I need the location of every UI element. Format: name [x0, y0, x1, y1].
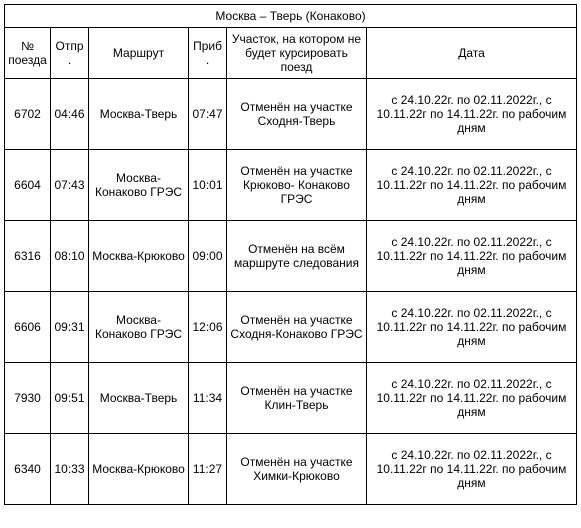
cell-route: Москва-Тверь [89, 363, 189, 434]
cell-dep: 09:51 [51, 363, 89, 434]
cell-date: с 24.10.22г. по 02.11.2022г., с 10.11.22… [367, 79, 577, 150]
cell-date: с 24.10.22г. по 02.11.2022г., с 10.11.22… [367, 292, 577, 363]
cell-date: с 24.10.22г. по 02.11.2022г., с 10.11.22… [367, 363, 577, 434]
table-body: 670204:46Москва-Тверь07:47Отменён на уча… [5, 79, 577, 505]
cell-seg: Отменён на участке Крюково- Конаково ГРЭ… [227, 150, 367, 221]
cell-arr: 09:00 [189, 221, 227, 292]
cell-dep: 04:46 [51, 79, 89, 150]
col-header-num: № поезда [5, 28, 51, 79]
cell-num: 6702 [5, 79, 51, 150]
col-header-arr: Приб. [189, 28, 227, 79]
cell-route: Москва-Крюково [89, 221, 189, 292]
cell-arr: 10:01 [189, 150, 227, 221]
cell-num: 6606 [5, 292, 51, 363]
cell-arr: 11:34 [189, 363, 227, 434]
table-title: Москва – Тверь (Конаково) [5, 5, 577, 28]
cell-seg: Отменён на участке Сходня-Конаково ГРЭС [227, 292, 367, 363]
table-row: 660407:43Москва-Конаково ГРЭС10:01Отменё… [5, 150, 577, 221]
cell-seg: Отменён на участке Клин-Тверь [227, 363, 367, 434]
cell-arr: 11:27 [189, 434, 227, 505]
cell-seg: Отменён на участке Сходня-Тверь [227, 79, 367, 150]
cell-route: Москва-Тверь [89, 79, 189, 150]
cell-num: 6316 [5, 221, 51, 292]
cell-route: Москва-Конаково ГРЭС [89, 292, 189, 363]
cell-num: 6340 [5, 434, 51, 505]
cell-seg: Отменён на всём маршруте следования [227, 221, 367, 292]
table-row: 793009:51Москва-Тверь11:34Отменён на уча… [5, 363, 577, 434]
col-header-date: Дата [367, 28, 577, 79]
cell-seg: Отменён на участке Химки-Крюково [227, 434, 367, 505]
col-header-dep: Отпр. [51, 28, 89, 79]
table-row: 631608:10Москва-Крюково09:00Отменён на в… [5, 221, 577, 292]
cell-num: 7930 [5, 363, 51, 434]
table-row: 634010:33Москва-Крюково11:27Отменён на у… [5, 434, 577, 505]
cell-arr: 12:06 [189, 292, 227, 363]
header-row: № поезда Отпр. Маршрут Приб. Участок, на… [5, 28, 577, 79]
cell-dep: 08:10 [51, 221, 89, 292]
cell-dep: 07:43 [51, 150, 89, 221]
cell-route: Москва-Конаково ГРЭС [89, 150, 189, 221]
cell-date: с 24.10.22г. по 02.11.2022г., с 10.11.22… [367, 434, 577, 505]
cell-num: 6604 [5, 150, 51, 221]
cell-date: с 24.10.22г. по 02.11.2022г., с 10.11.22… [367, 150, 577, 221]
cell-date: с 24.10.22г. по 02.11.2022г., с 10.11.22… [367, 221, 577, 292]
cell-arr: 07:47 [189, 79, 227, 150]
table-row: 660609:31Москва-Конаково ГРЭС12:06Отменё… [5, 292, 577, 363]
table-row: 670204:46Москва-Тверь07:47Отменён на уча… [5, 79, 577, 150]
title-row: Москва – Тверь (Конаково) [5, 5, 577, 28]
cell-route: Москва-Крюково [89, 434, 189, 505]
col-header-route: Маршрут [89, 28, 189, 79]
schedule-table: Москва – Тверь (Конаково) № поезда Отпр.… [4, 4, 577, 505]
col-header-seg: Участок, на котором не будет курсировать… [227, 28, 367, 79]
cell-dep: 09:31 [51, 292, 89, 363]
cell-dep: 10:33 [51, 434, 89, 505]
